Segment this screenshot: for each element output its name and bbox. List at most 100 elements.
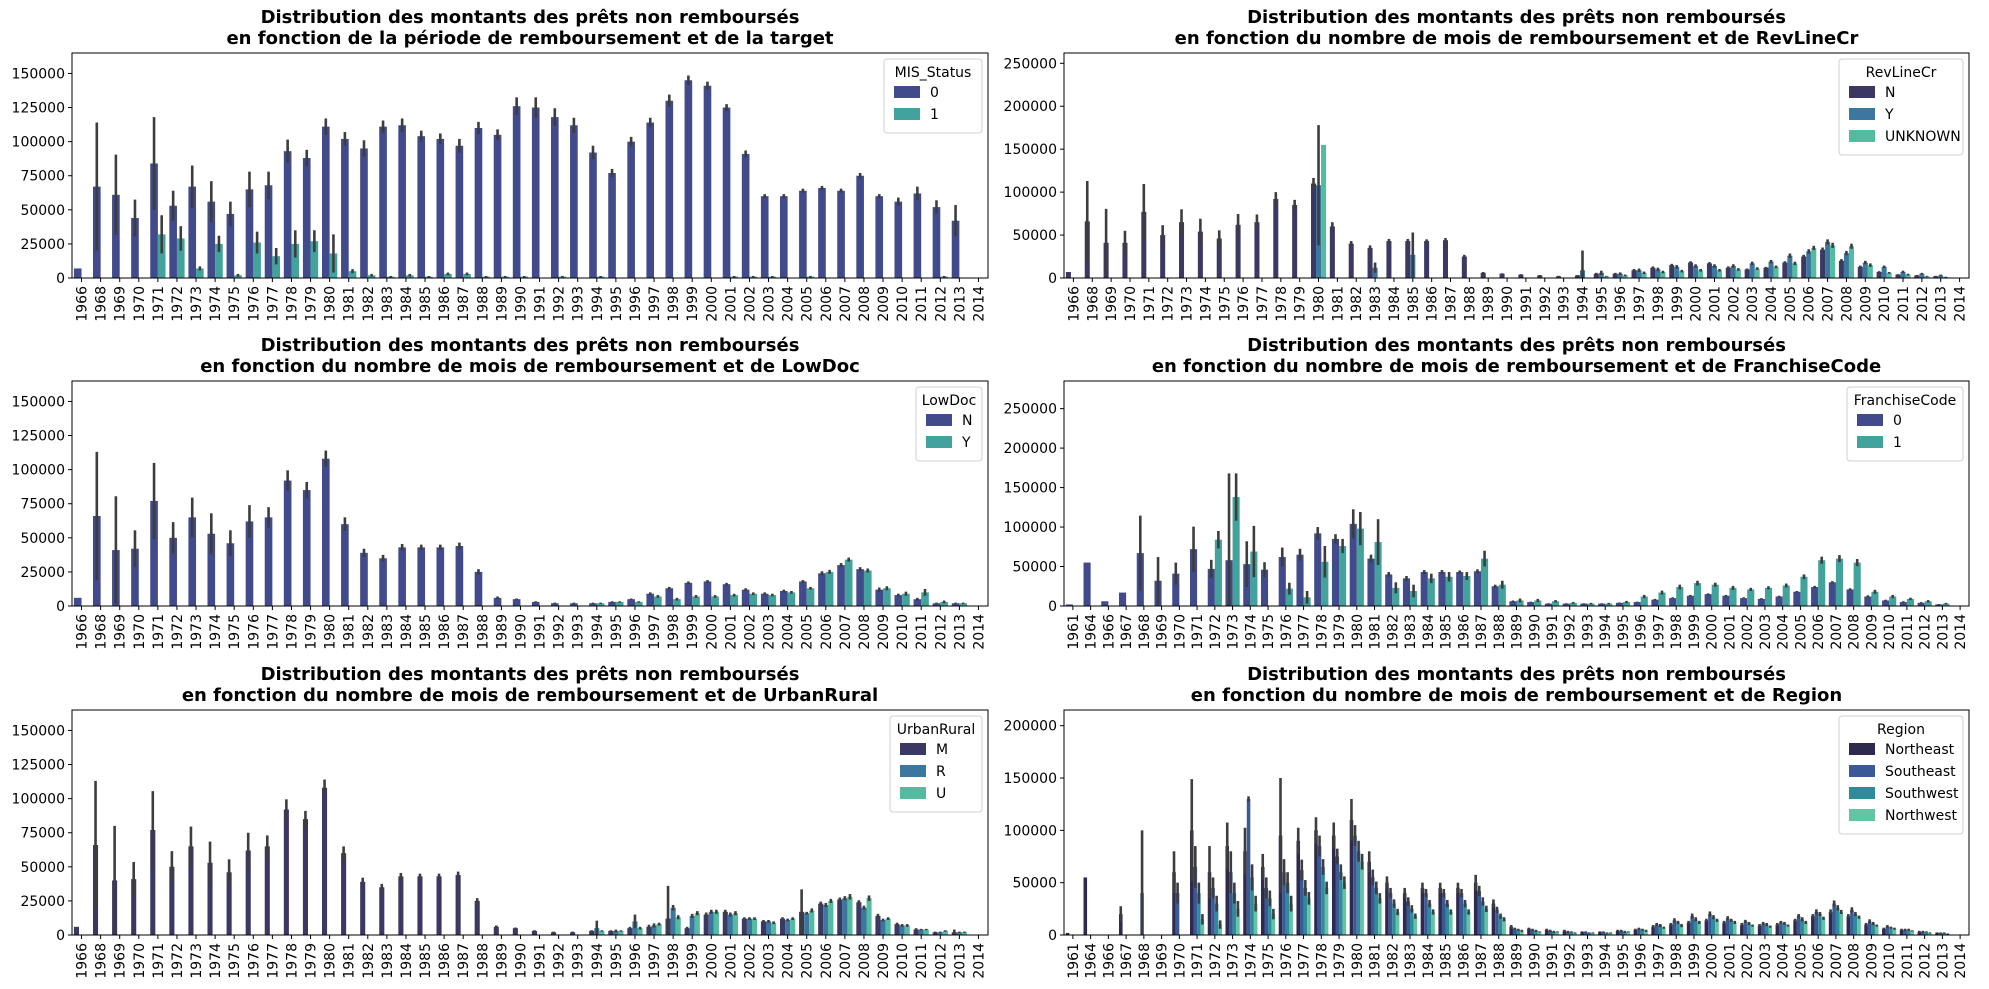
bar xyxy=(771,922,777,935)
bar xyxy=(1562,603,1570,606)
bar xyxy=(474,571,483,606)
bar xyxy=(112,194,120,278)
bar xyxy=(940,601,948,606)
bar xyxy=(799,190,807,278)
bar xyxy=(1637,928,1641,935)
bar xyxy=(1296,840,1301,935)
bar xyxy=(1636,270,1642,278)
x-tick-label: 1987 xyxy=(1474,943,1490,979)
plot-frame xyxy=(1063,380,1970,607)
x-tick-label: 1991 xyxy=(533,943,549,979)
bar xyxy=(1518,274,1524,278)
bar xyxy=(894,201,903,278)
x-tick-label: 1991 xyxy=(1519,286,1535,322)
bar xyxy=(570,603,578,606)
x-tick-label: 1974 xyxy=(208,943,224,979)
x-tick-label: 1978 xyxy=(1274,286,1290,322)
x-tick-label: 1989 xyxy=(1510,943,1526,979)
bar xyxy=(1792,263,1798,278)
x-tick-label: 2012 xyxy=(933,943,949,979)
bar xyxy=(1768,926,1773,935)
bar xyxy=(1750,925,1755,935)
x-tick-label: 1987 xyxy=(1474,614,1490,650)
bar xyxy=(670,907,676,935)
bar xyxy=(73,268,82,278)
bar xyxy=(550,932,557,935)
bar xyxy=(1246,798,1251,935)
x-tick-label: 1978 xyxy=(284,943,300,979)
bar xyxy=(1881,266,1887,278)
x-tick-label: 1993 xyxy=(571,943,587,979)
bar xyxy=(1353,835,1357,935)
bar xyxy=(1197,893,1201,935)
bar xyxy=(1619,930,1623,935)
bar xyxy=(1378,898,1382,935)
bar xyxy=(1402,893,1407,935)
bar xyxy=(913,193,922,278)
x-tick-label: 2007 xyxy=(838,286,854,322)
bar xyxy=(1442,240,1448,278)
bar xyxy=(1516,600,1524,606)
x-tick-label: 2012 xyxy=(933,286,949,322)
bar xyxy=(1651,926,1655,935)
x-tick-label: 2001 xyxy=(723,286,739,322)
x-tick-label: 2005 xyxy=(1793,614,1809,650)
x-tick-label: 2014 xyxy=(1953,614,1969,650)
bar xyxy=(837,565,845,606)
bar xyxy=(1732,922,1737,935)
x-tick-label: 2007 xyxy=(1821,286,1837,322)
bar xyxy=(1942,603,1950,606)
x-tick-label: 1970 xyxy=(1123,286,1139,322)
bar xyxy=(1882,600,1890,606)
x-tick-label: 1988 xyxy=(475,943,491,979)
bar xyxy=(1520,930,1524,935)
bar xyxy=(1811,916,1815,935)
bar xyxy=(1749,263,1755,278)
bar xyxy=(302,490,311,606)
bar xyxy=(1200,919,1205,935)
bar xyxy=(1603,276,1609,278)
bar xyxy=(1207,872,1212,935)
bar xyxy=(1906,598,1914,606)
x-tick-label: 1984 xyxy=(399,286,415,322)
x-tick-label: 2007 xyxy=(1829,943,1845,979)
legend: MIS_Status 0 1 xyxy=(883,58,983,134)
x-tick-label: 1971 xyxy=(1142,286,1158,322)
bar xyxy=(1650,267,1656,278)
x-tick-label: 1994 xyxy=(1598,943,1614,979)
y-tick-label: 0 xyxy=(56,599,65,615)
legend-title: MIS_Status xyxy=(895,65,972,81)
bar xyxy=(1491,586,1499,606)
x-tick-label: 1990 xyxy=(1527,943,1543,979)
bar xyxy=(1735,269,1741,278)
bar xyxy=(1339,546,1347,606)
bar xyxy=(1285,882,1290,935)
x-tick-label: 1988 xyxy=(475,614,491,650)
y-tick-label: 25000 xyxy=(20,894,65,910)
bar xyxy=(608,930,614,935)
bar xyxy=(1388,893,1393,935)
bar xyxy=(627,599,635,606)
x-tick-label: 1969 xyxy=(113,286,129,322)
x-tick-label: 1976 xyxy=(246,614,262,650)
x-tick-label: 2010 xyxy=(1882,614,1898,650)
bar xyxy=(1172,573,1180,606)
x-tick-label: 1994 xyxy=(1575,286,1591,322)
bar xyxy=(1626,931,1631,935)
bar xyxy=(176,238,185,278)
x-tick-label: 1985 xyxy=(418,286,434,322)
bar xyxy=(613,930,619,935)
bar xyxy=(1566,931,1570,935)
x-tick-label: 1993 xyxy=(1557,286,1573,322)
legend-label: Y xyxy=(961,435,971,451)
chart-title-line: en fonction du nombre de mois de rembour… xyxy=(200,356,860,377)
bar xyxy=(455,546,464,606)
x-tick-label: 1986 xyxy=(437,614,453,650)
x-tick-label: 1970 xyxy=(132,943,148,979)
x-tick-label: 1969 xyxy=(1155,614,1171,650)
bar xyxy=(1569,602,1577,606)
bar xyxy=(1708,914,1712,935)
bar xyxy=(1498,584,1506,606)
bar xyxy=(196,268,204,278)
